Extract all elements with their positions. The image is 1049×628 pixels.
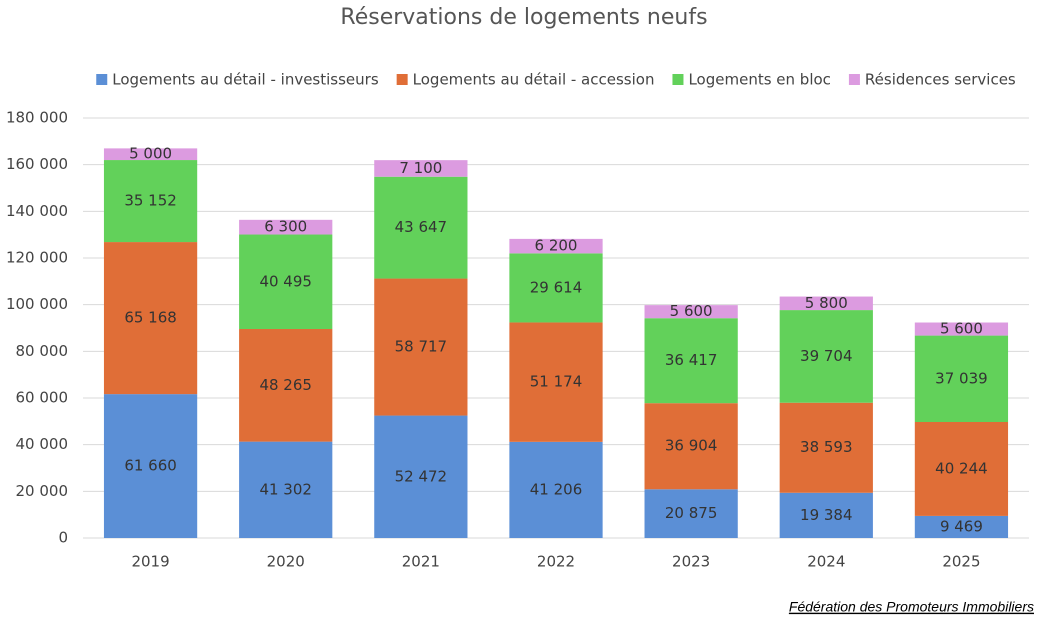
bar-segment bbox=[103, 394, 198, 538]
value-label: 36 904 bbox=[665, 437, 718, 455]
value-label: 52 472 bbox=[395, 467, 448, 485]
chart-title: Réservations de logements neufs bbox=[340, 5, 707, 30]
y-tick-label: 20 000 bbox=[16, 482, 69, 500]
bar-segment bbox=[374, 160, 468, 177]
bar-segment bbox=[644, 318, 738, 404]
bar-segment bbox=[239, 329, 333, 442]
value-label: 5 800 bbox=[805, 294, 848, 312]
bar-segment bbox=[779, 310, 873, 403]
bar-segment bbox=[779, 402, 873, 493]
value-label: 39 704 bbox=[800, 347, 853, 365]
value-label: 29 614 bbox=[530, 278, 583, 296]
bar-segment bbox=[509, 441, 603, 538]
y-tick-label: 120 000 bbox=[6, 249, 68, 267]
bar-segment bbox=[509, 322, 603, 442]
bar-segment bbox=[644, 305, 738, 319]
x-tick-label: 2025 bbox=[942, 553, 980, 571]
x-tick-label: 2021 bbox=[402, 553, 440, 571]
x-tick-label: 2024 bbox=[807, 553, 845, 571]
value-label: 6 300 bbox=[264, 218, 307, 236]
bar-segment bbox=[914, 515, 1009, 538]
value-label: 5 600 bbox=[940, 320, 983, 338]
bar-segment bbox=[914, 335, 1009, 423]
bar-segment bbox=[103, 160, 198, 243]
bar-segment bbox=[509, 253, 603, 323]
value-label: 41 206 bbox=[530, 480, 583, 498]
value-label: 20 875 bbox=[665, 504, 718, 522]
bar-segment bbox=[914, 322, 1009, 336]
bar-segment bbox=[779, 296, 873, 311]
bar-segment bbox=[644, 403, 738, 490]
bar-segment bbox=[914, 422, 1009, 516]
legend-swatch bbox=[672, 74, 684, 85]
value-label: 61 660 bbox=[124, 457, 177, 475]
bar-segment bbox=[239, 234, 333, 330]
y-tick-label: 80 000 bbox=[16, 342, 69, 360]
value-label: 58 717 bbox=[395, 338, 448, 356]
value-label: 48 265 bbox=[259, 376, 312, 394]
value-label: 9 469 bbox=[940, 517, 983, 535]
source-note: Fédération des Promoteurs Immobiliers bbox=[789, 599, 1034, 615]
x-tick-label: 2023 bbox=[672, 553, 710, 571]
bar-segment bbox=[103, 242, 198, 395]
value-label: 40 244 bbox=[935, 459, 988, 477]
bar-segment bbox=[509, 238, 603, 254]
value-label: 5 000 bbox=[129, 145, 172, 163]
x-tick-label: 2022 bbox=[537, 553, 575, 571]
value-label: 19 384 bbox=[800, 506, 853, 524]
y-tick-label: 60 000 bbox=[16, 389, 69, 407]
legend-swatch bbox=[396, 74, 408, 85]
value-label: 38 593 bbox=[800, 438, 853, 456]
y-tick-label: 140 000 bbox=[6, 202, 68, 220]
legend-label: Logements au détail - investisseurs bbox=[112, 71, 379, 89]
bar-segment bbox=[374, 278, 468, 416]
legend-label: Résidences services bbox=[865, 71, 1016, 89]
value-label: 37 039 bbox=[935, 369, 988, 387]
bar-segment bbox=[374, 415, 468, 538]
x-tick-label: 2019 bbox=[131, 553, 169, 571]
value-label: 51 174 bbox=[530, 373, 583, 391]
legend-swatch bbox=[96, 74, 108, 85]
value-label: 40 495 bbox=[259, 272, 312, 290]
bar-segment bbox=[644, 489, 738, 538]
value-label: 41 302 bbox=[259, 480, 312, 498]
y-tick-label: 0 bbox=[58, 529, 68, 547]
value-label: 65 168 bbox=[124, 309, 177, 327]
legend-label: Logements en bloc bbox=[688, 71, 830, 89]
bar-segment bbox=[239, 219, 333, 235]
value-label: 43 647 bbox=[395, 218, 448, 236]
value-label: 36 417 bbox=[665, 351, 718, 369]
x-tick-label: 2020 bbox=[267, 553, 305, 571]
y-tick-label: 40 000 bbox=[16, 435, 69, 453]
bar-segment bbox=[374, 176, 468, 279]
bar-segment bbox=[239, 441, 333, 538]
bar-segment bbox=[103, 148, 198, 161]
value-label: 5 600 bbox=[670, 302, 713, 320]
bar-segment bbox=[779, 492, 873, 538]
y-tick-label: 100 000 bbox=[6, 295, 68, 313]
y-tick-label: 160 000 bbox=[6, 155, 68, 173]
value-label: 7 100 bbox=[399, 159, 442, 177]
value-label: 6 200 bbox=[535, 237, 578, 255]
y-tick-label: 180 000 bbox=[6, 109, 68, 127]
legend-label: Logements au détail - accession bbox=[413, 71, 655, 89]
value-label: 35 152 bbox=[124, 192, 177, 210]
legend-swatch bbox=[848, 74, 860, 85]
